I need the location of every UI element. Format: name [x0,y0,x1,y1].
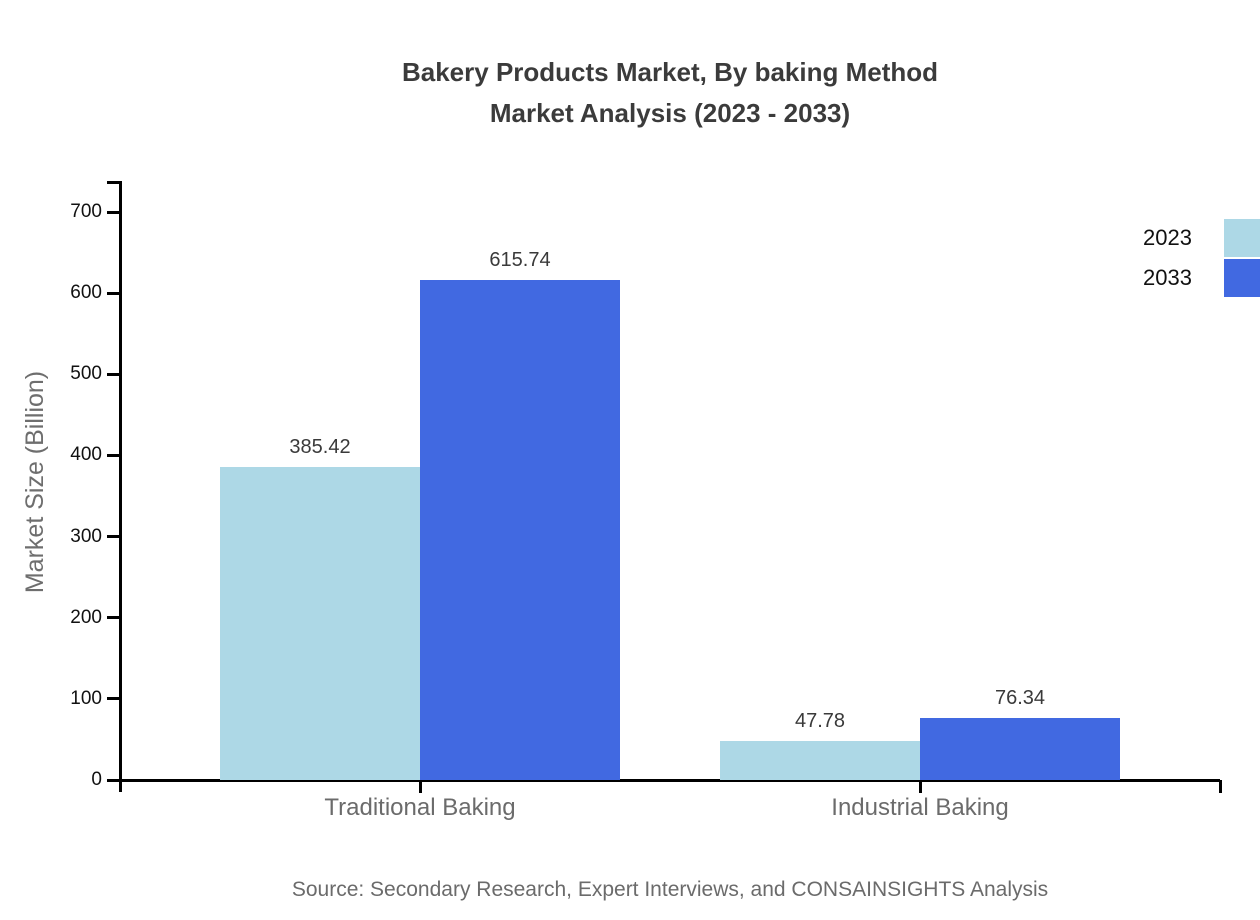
y-axis-tick [107,210,120,214]
chart-title-line2: Market Analysis (2023 - 2033) [489,98,851,128]
y-axis-tick [107,616,120,620]
legend-label-2033: 2033 [1143,265,1192,290]
bar-value-label: 385.42 [289,436,351,459]
y-axis-tick-label: 0 [91,769,102,790]
y-axis-tick [107,291,120,295]
chart-title: Bakery Products Market, By baking Method… [80,52,1260,134]
y-axis-tick-label: 500 [70,363,102,385]
y-axis-tick-label: 300 [70,525,102,547]
y-axis-title: Market Size (Billion) [21,370,49,594]
y-axis-tick-label: 100 [70,687,102,709]
y-axis-tick [107,697,120,701]
y-axis-tick-label: 700 [70,201,102,222]
bar-2033-industrial-baking [920,718,1120,780]
x-axis-line [120,778,1220,782]
legend-swatch-2023 [1224,219,1260,257]
y-axis-tick [107,535,120,539]
y-axis-line [118,181,122,792]
category-label: Industrial Baking [831,794,1009,821]
bar-value-label: 47.78 [794,710,846,733]
bar-2023-industrial-baking [720,741,920,780]
source-note: Source: Secondary Research, Expert Inter… [291,878,1049,901]
y-axis-tick [107,372,120,376]
x-axis-tick [418,780,422,793]
y-axis-end-cap [107,181,120,184]
legend-swatch-2033 [1224,259,1260,297]
y-axis-tick-label: 600 [70,282,102,304]
category-label: Traditional Baking [324,794,516,821]
x-axis-tick [918,780,922,793]
x-axis-end-cap [1218,780,1222,793]
y-axis-tick-label: 200 [70,606,102,628]
y-axis-tick [107,453,120,457]
y-axis-tick [107,778,120,782]
bar-2033-traditional-baking [420,280,620,780]
legend-label-2023: 2023 [1143,225,1192,250]
chart-title-line1: Bakery Products Market, By baking Method [401,57,939,87]
bar-value-label: 76.34 [994,687,1046,710]
bar-2023-traditional-baking [220,467,420,780]
bar-value-label: 615.74 [489,249,551,272]
y-axis-tick-label: 400 [70,444,102,466]
